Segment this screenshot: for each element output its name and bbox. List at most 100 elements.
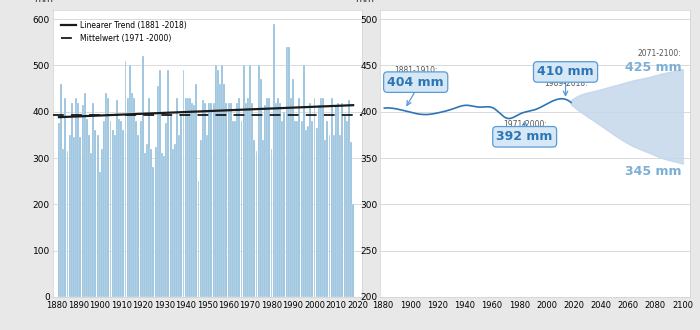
Bar xyxy=(97,135,99,297)
Bar xyxy=(167,70,169,297)
Bar xyxy=(189,98,191,297)
Bar xyxy=(202,100,204,297)
Bar xyxy=(105,93,107,297)
Bar xyxy=(286,47,288,297)
Bar xyxy=(277,98,279,297)
Bar xyxy=(217,70,219,297)
Bar xyxy=(92,103,95,297)
Bar xyxy=(350,142,352,297)
Bar xyxy=(133,98,135,297)
Bar xyxy=(69,135,71,297)
Bar xyxy=(75,98,77,297)
Bar xyxy=(324,140,326,297)
Bar xyxy=(258,65,260,297)
Bar xyxy=(221,65,223,297)
Bar xyxy=(298,98,300,297)
Bar xyxy=(316,128,318,297)
Bar xyxy=(335,105,337,297)
Bar xyxy=(296,121,298,297)
Bar xyxy=(348,100,350,297)
Bar xyxy=(64,98,67,297)
Bar xyxy=(62,149,64,297)
Bar xyxy=(262,140,264,297)
Bar xyxy=(129,65,131,297)
Bar xyxy=(236,103,238,297)
Bar xyxy=(169,116,172,297)
Bar xyxy=(260,79,262,297)
Bar xyxy=(303,65,304,297)
Bar xyxy=(281,121,284,297)
Bar xyxy=(346,121,348,297)
Bar xyxy=(305,130,307,297)
Bar xyxy=(300,121,302,297)
Bar xyxy=(197,181,199,297)
Bar xyxy=(204,103,206,297)
Bar xyxy=(251,103,253,297)
Bar xyxy=(344,116,346,297)
Bar xyxy=(264,105,266,297)
Bar xyxy=(150,149,152,297)
Bar xyxy=(322,98,324,297)
Bar xyxy=(309,103,312,297)
Bar xyxy=(337,103,339,297)
Bar xyxy=(125,61,127,297)
Bar xyxy=(290,98,292,297)
Bar xyxy=(82,105,83,297)
Bar xyxy=(268,98,270,297)
Bar xyxy=(107,98,109,297)
Bar xyxy=(146,144,148,297)
Bar xyxy=(137,135,139,297)
Bar xyxy=(101,149,103,297)
Bar xyxy=(148,98,150,297)
Bar xyxy=(120,121,122,297)
Bar xyxy=(58,123,60,297)
Bar xyxy=(176,98,178,297)
Bar xyxy=(157,86,159,297)
Bar xyxy=(135,121,137,297)
Bar xyxy=(172,149,174,297)
Bar xyxy=(332,135,335,297)
Bar xyxy=(320,98,322,297)
Bar xyxy=(153,167,155,297)
Bar xyxy=(314,98,316,297)
Bar xyxy=(318,105,320,297)
Text: 1881-1910:: 1881-1910: xyxy=(394,66,438,75)
Bar xyxy=(228,103,230,297)
Text: mm: mm xyxy=(356,0,375,4)
Bar xyxy=(342,103,344,297)
Bar xyxy=(90,153,92,297)
Bar xyxy=(155,147,157,297)
Legend: Linearer Trend (1881 -2018), Mittelwert (1971 -2000): Linearer Trend (1881 -2018), Mittelwert … xyxy=(60,19,188,44)
Bar xyxy=(225,103,228,297)
Bar xyxy=(239,98,240,297)
Bar xyxy=(165,123,167,297)
Bar xyxy=(195,84,197,297)
Bar xyxy=(330,98,332,297)
Text: 1989-2018:: 1989-2018: xyxy=(544,79,587,88)
Bar xyxy=(199,140,202,297)
Bar xyxy=(326,121,328,297)
Bar xyxy=(193,105,195,297)
Bar xyxy=(241,121,242,297)
Bar xyxy=(131,93,133,297)
Bar xyxy=(163,156,165,297)
Bar xyxy=(183,70,185,297)
Bar xyxy=(219,84,221,297)
Bar xyxy=(275,103,276,297)
Bar xyxy=(206,135,208,297)
Bar xyxy=(181,114,182,297)
Bar xyxy=(230,103,232,297)
Text: 404 mm: 404 mm xyxy=(387,76,444,89)
Bar xyxy=(122,130,125,297)
Bar xyxy=(191,103,193,297)
Bar xyxy=(307,126,309,297)
Bar xyxy=(185,98,187,297)
Bar xyxy=(144,153,146,297)
Bar xyxy=(79,137,81,297)
Bar xyxy=(127,98,129,297)
Bar xyxy=(340,135,341,297)
Bar xyxy=(112,130,113,297)
Bar xyxy=(279,103,281,297)
Bar xyxy=(234,121,236,297)
Bar xyxy=(86,119,88,297)
